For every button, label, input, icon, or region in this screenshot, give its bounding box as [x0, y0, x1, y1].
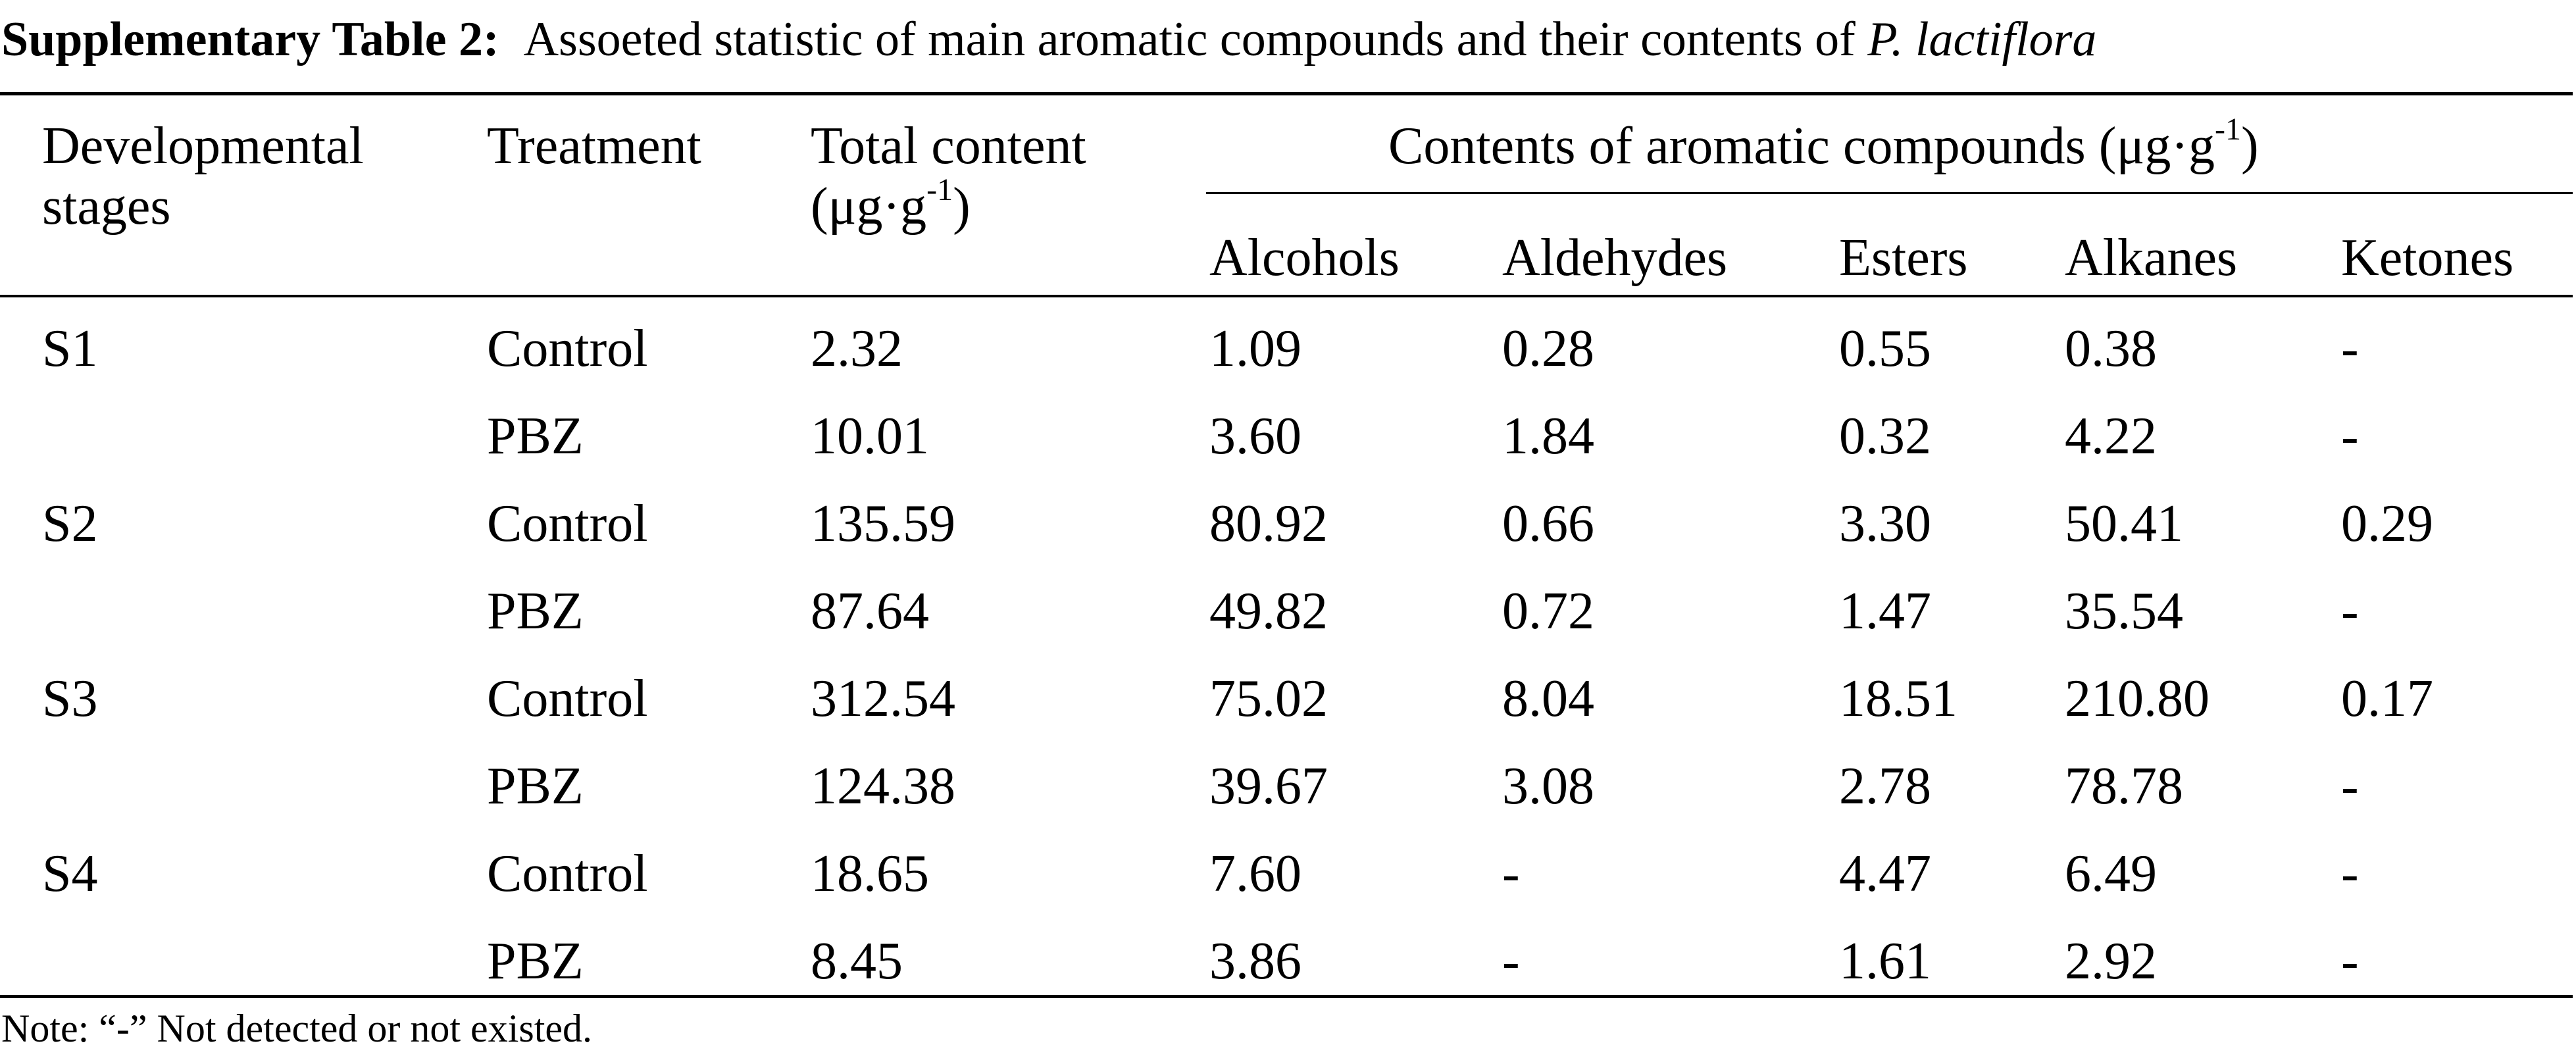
cell-aldehydes: 3.08: [1502, 757, 1594, 815]
cell-aldehydes: 1.84: [1502, 407, 1594, 465]
table-caption: Supplementary Table 2: Assoeted statisti…: [1, 5, 2096, 74]
cell-stage: S3: [42, 670, 98, 728]
cell-aldehydes: 8.04: [1502, 670, 1594, 728]
header-group-text: Contents of aromatic compounds (μg·g: [1388, 117, 2215, 175]
cell-aldehydes: 0.28: [1502, 320, 1594, 378]
header-developmental-stages: Developmental stages: [42, 116, 364, 237]
caption-label: Supplementary Table 2:: [1, 13, 499, 66]
cell-alkanes: 78.78: [2065, 757, 2183, 815]
cell-aldehydes: -: [1502, 932, 1520, 990]
cell-treatment: PBZ: [487, 932, 584, 990]
cell-alcohols: 39.67: [1209, 757, 1328, 815]
cell-aldehydes: -: [1502, 845, 1520, 903]
header-total-content: Total content (μg·g-1): [811, 116, 1086, 237]
cell-esters: 4.47: [1839, 845, 1931, 903]
cell-alcohols: 49.82: [1209, 582, 1328, 640]
cell-ketones: -: [2341, 757, 2359, 815]
cell-alcohols: 1.09: [1209, 320, 1301, 378]
header-alcohols: Alcohols: [1209, 229, 1400, 287]
cell-aldehydes: 0.66: [1502, 495, 1594, 553]
cell-treatment: Control: [487, 845, 648, 903]
cell-total: 87.64: [811, 582, 929, 640]
header-total-unit: (μg·g-1): [811, 174, 1086, 237]
cell-alcohols: 7.60: [1209, 845, 1301, 903]
cell-alkanes: 210.80: [2065, 670, 2210, 728]
header-group-exp: -1: [2214, 112, 2241, 147]
cell-ketones: 0.29: [2341, 495, 2433, 553]
cell-total: 8.45: [811, 932, 903, 990]
header-total-unit-close: ): [953, 178, 971, 236]
header-total-unit-text: (μg·g: [811, 178, 927, 236]
cell-esters: 3.30: [1839, 495, 1931, 553]
cell-total: 2.32: [811, 320, 903, 378]
cell-total: 312.54: [811, 670, 955, 728]
cell-alkanes: 2.92: [2065, 932, 2157, 990]
header-stage-line1: Developmental: [42, 117, 364, 175]
cell-ketones: -: [2341, 407, 2359, 465]
cell-alkanes: 0.38: [2065, 320, 2157, 378]
table-top-rule: [0, 92, 2573, 95]
table-note: Note: “-” Not detected or not existed.: [1, 1007, 593, 1050]
header-ketones: Ketones: [2341, 229, 2514, 287]
cell-stage: S4: [42, 845, 98, 903]
cell-treatment: Control: [487, 670, 648, 728]
cell-total: 135.59: [811, 495, 955, 553]
caption-text: Assoeted statistic of main aromatic comp…: [523, 13, 1856, 66]
group-header-rule: [1206, 192, 2573, 194]
cell-alkanes: 50.41: [2065, 495, 2183, 553]
header-esters: Esters: [1839, 229, 1968, 287]
cell-total: 10.01: [811, 407, 929, 465]
cell-ketones: -: [2341, 320, 2359, 378]
header-total-line1: Total content: [811, 117, 1086, 175]
cell-alkanes: 35.54: [2065, 582, 2183, 640]
header-total-unit-exp: -1: [926, 172, 953, 207]
cell-alcohols: 3.60: [1209, 407, 1301, 465]
cell-alcohols: 80.92: [1209, 495, 1328, 553]
table-header-rule: [0, 295, 2573, 297]
cell-treatment: PBZ: [487, 407, 584, 465]
cell-esters: 0.32: [1839, 407, 1931, 465]
cell-ketones: -: [2341, 845, 2359, 903]
cell-stage: S1: [42, 320, 98, 378]
cell-esters: 0.55: [1839, 320, 1931, 378]
cell-total: 124.38: [811, 757, 955, 815]
cell-treatment: Control: [487, 320, 648, 378]
cell-treatment: PBZ: [487, 582, 584, 640]
header-group-close: ): [2240, 117, 2259, 175]
cell-treatment: PBZ: [487, 757, 584, 815]
cell-total: 18.65: [811, 845, 929, 903]
cell-stage: S2: [42, 495, 98, 553]
header-stage-line2: stages: [42, 178, 171, 236]
table-bottom-rule: [0, 995, 2573, 998]
cell-esters: 2.78: [1839, 757, 1931, 815]
cell-esters: 1.47: [1839, 582, 1931, 640]
cell-alkanes: 6.49: [2065, 845, 2157, 903]
header-aldehydes: Aldehydes: [1502, 229, 1728, 287]
cell-ketones: 0.17: [2341, 670, 2433, 728]
header-contents-group: Contents of aromatic compounds (μg·g-1): [1388, 114, 2259, 176]
cell-alcohols: 75.02: [1209, 670, 1328, 728]
cell-treatment: Control: [487, 495, 648, 553]
cell-ketones: -: [2341, 582, 2359, 640]
header-treatment: Treatment: [487, 117, 701, 175]
cell-ketones: -: [2341, 932, 2359, 990]
cell-alkanes: 4.22: [2065, 407, 2157, 465]
cell-esters: 1.61: [1839, 932, 1931, 990]
header-alkanes: Alkanes: [2065, 229, 2238, 287]
caption-species: P. lactiflora: [1867, 13, 2097, 66]
cell-aldehydes: 0.72: [1502, 582, 1594, 640]
cell-esters: 18.51: [1839, 670, 1957, 728]
cell-alcohols: 3.86: [1209, 932, 1301, 990]
